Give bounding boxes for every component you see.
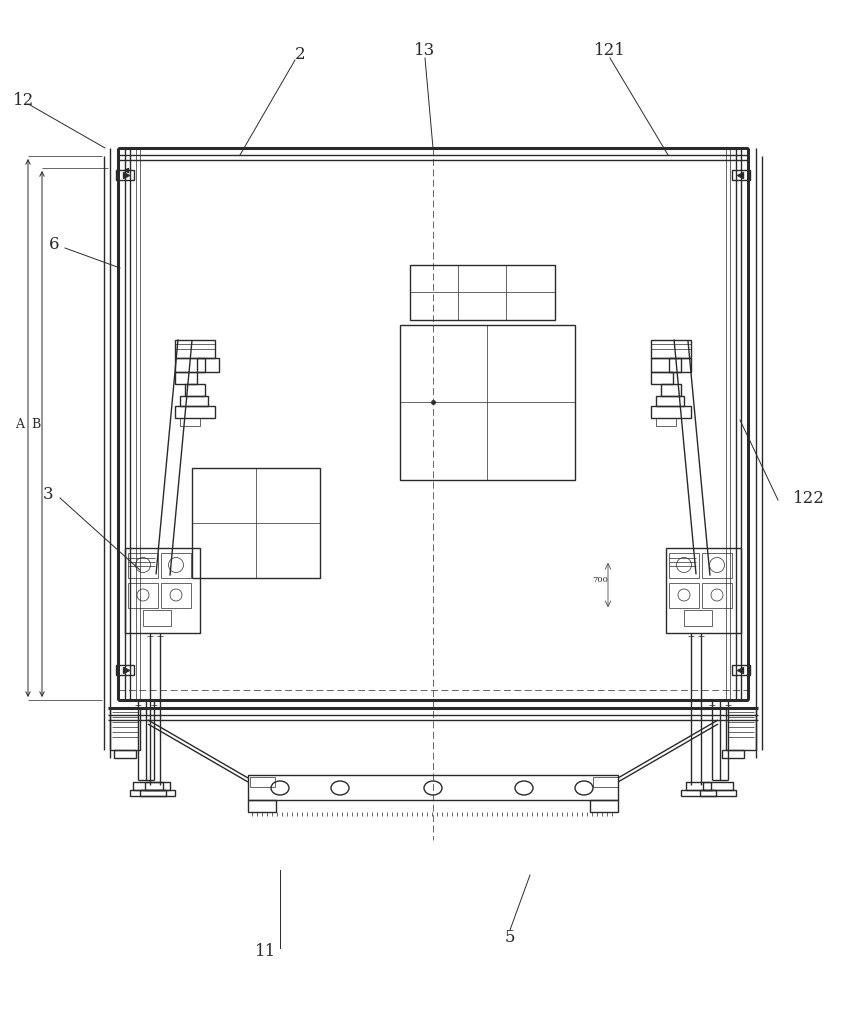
Bar [669, 358, 691, 373]
Bar [661, 384, 681, 396]
Bar [681, 790, 716, 796]
Text: 3: 3 [42, 485, 54, 502]
Bar [140, 790, 175, 796]
Bar [175, 373, 197, 384]
Bar [128, 553, 158, 578]
Bar [590, 800, 618, 812]
Bar [128, 583, 158, 608]
Bar [125, 548, 200, 633]
Bar [248, 800, 276, 812]
Text: 2: 2 [295, 46, 305, 63]
Bar [651, 373, 673, 384]
Bar [593, 777, 618, 787]
Bar [686, 782, 711, 790]
Bar [722, 750, 744, 758]
Bar [410, 265, 555, 320]
Bar [116, 665, 134, 675]
Bar [700, 790, 736, 796]
Bar [118, 148, 748, 700]
Bar [400, 325, 575, 480]
Bar [197, 358, 219, 373]
Bar [651, 340, 691, 358]
Bar [110, 708, 140, 750]
Bar [669, 583, 699, 608]
Bar [114, 750, 136, 758]
Bar [669, 553, 699, 578]
Text: 12: 12 [13, 91, 35, 109]
Bar [143, 610, 171, 626]
Bar [192, 468, 320, 578]
Bar [175, 358, 205, 373]
Text: A: A [16, 417, 24, 430]
Bar [702, 583, 732, 608]
Bar [666, 548, 741, 633]
Bar [180, 418, 200, 426]
Bar [175, 340, 215, 358]
Bar [656, 418, 676, 426]
Text: 13: 13 [415, 42, 435, 59]
Text: 122: 122 [793, 489, 825, 506]
Bar [248, 775, 618, 800]
Text: 6: 6 [48, 235, 60, 253]
Bar [161, 553, 191, 578]
Bar [732, 170, 750, 180]
Bar [180, 396, 208, 406]
Bar [726, 708, 756, 750]
Text: 5: 5 [505, 930, 515, 947]
Text: 700: 700 [592, 576, 608, 584]
Bar [656, 396, 684, 406]
Text: 121: 121 [594, 42, 626, 59]
Text: 11: 11 [256, 944, 276, 960]
Bar [133, 782, 163, 790]
Bar [145, 782, 170, 790]
Bar [175, 406, 215, 418]
Bar [116, 170, 134, 180]
Bar [651, 358, 681, 373]
Bar [130, 790, 166, 796]
Bar [651, 406, 691, 418]
Bar [250, 777, 275, 787]
Text: B: B [31, 417, 41, 430]
Bar [732, 665, 750, 675]
Bar [185, 384, 205, 396]
Bar [703, 782, 733, 790]
Bar [702, 553, 732, 578]
Bar [161, 583, 191, 608]
Bar [684, 610, 712, 626]
